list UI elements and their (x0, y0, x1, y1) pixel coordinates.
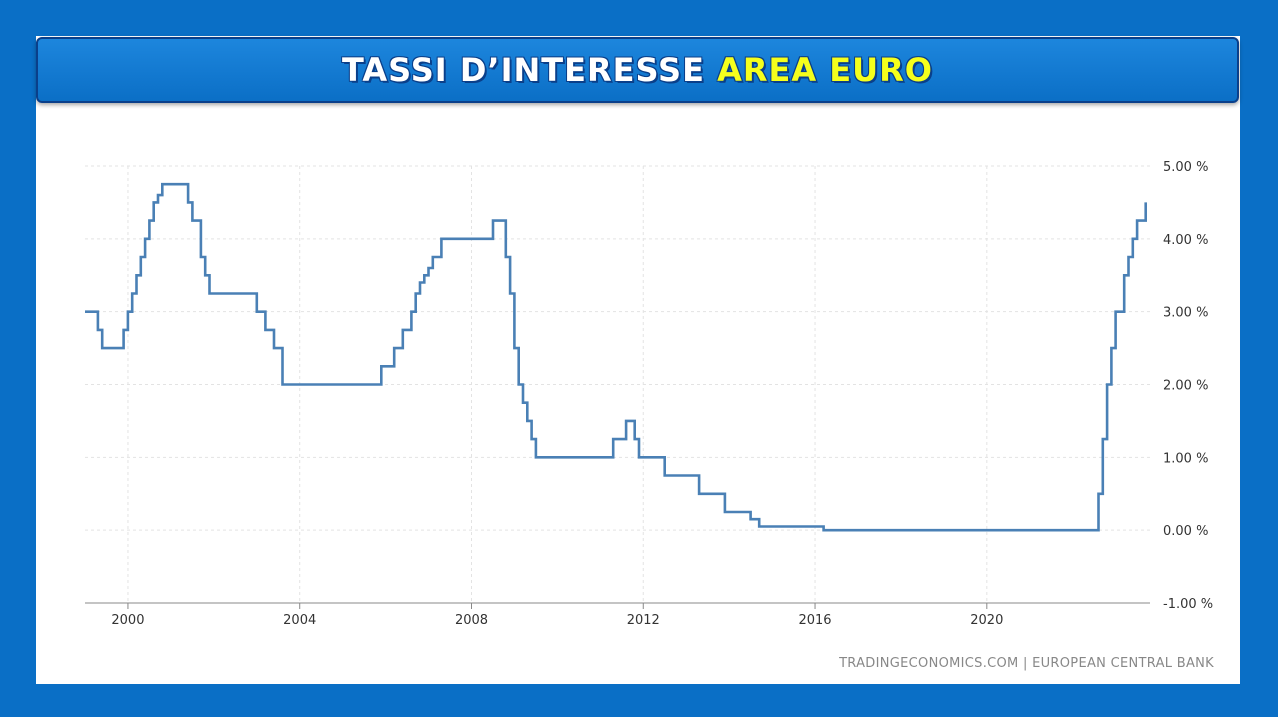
x-tick-label: 2016 (798, 613, 831, 628)
x-tick-label: 2000 (111, 613, 144, 628)
x-tick-label: 2020 (970, 613, 1003, 628)
x-tick-label: 2004 (283, 613, 316, 628)
y-tick-label: 1.00 % (1163, 451, 1208, 466)
y-tick-label: 5.00 % (1163, 160, 1208, 175)
series-line (85, 182, 1147, 532)
chart-panel (36, 36, 1240, 684)
source-label: TRADINGECONOMICS.COM | EUROPEAN CENTRAL … (838, 656, 1214, 671)
series (85, 182, 1147, 532)
title-banner: TASSI D’INTERESSE AREA EURO (36, 37, 1239, 103)
page-title: TASSI D’INTERESSE AREA EURO (342, 51, 933, 89)
title-main: TASSI D’INTERESSE (342, 51, 705, 89)
x-tick-label: 2012 (627, 613, 660, 628)
x-tick-label: 2008 (455, 613, 488, 628)
y-tick-label: -1.00 % (1163, 597, 1213, 612)
title-accent: AREA EURO (717, 51, 933, 89)
axes: 5.00 % 4.00 % 3.00 % 2.00 % 1.00 % 0.00 % -1.0… (85, 160, 1213, 628)
y-tick-label: 2.00 % (1163, 379, 1208, 394)
y-tick-label: 4.00 % (1163, 233, 1208, 248)
y-tick-label: 0.00 % (1163, 524, 1208, 539)
y-tick-label: 3.00 % (1163, 306, 1208, 321)
grid (85, 165, 1150, 604)
